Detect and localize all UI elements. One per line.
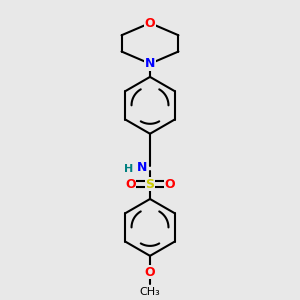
Text: S: S [146,178,154,190]
Text: O: O [164,178,175,190]
Text: N: N [136,161,147,174]
Text: O: O [145,266,155,279]
Text: N: N [145,57,155,70]
Text: H: H [124,164,134,174]
Text: O: O [125,178,136,190]
Text: CH₃: CH₃ [140,287,160,297]
Text: O: O [145,16,155,29]
